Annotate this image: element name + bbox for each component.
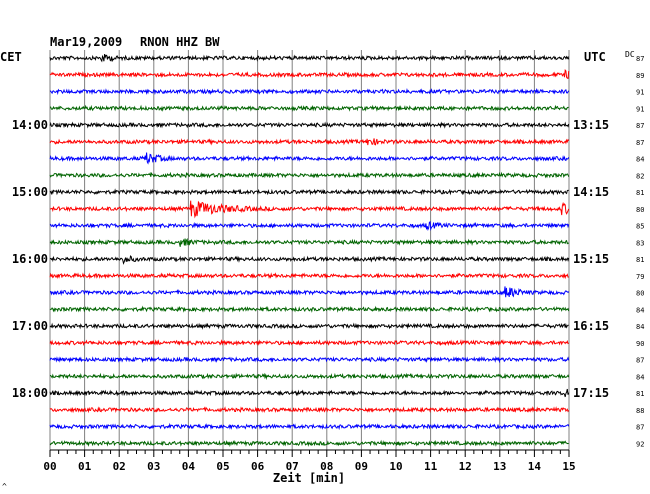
dc-offset-label: 83: [636, 239, 644, 247]
right-hour-label: 16:15: [573, 319, 609, 333]
dc-offset-label: 92: [636, 440, 644, 448]
x-tick-label: 00: [43, 460, 56, 473]
dc-offset-label: 81: [636, 256, 644, 264]
right-hour-label: 13:15: [573, 118, 609, 132]
seismic-trace: [49, 200, 570, 219]
seismic-trace: [49, 422, 570, 431]
x-tick-label: 12: [459, 460, 472, 473]
seismic-trace: [49, 188, 569, 196]
dc-offset-label: 91: [636, 105, 644, 113]
seismic-trace: [49, 272, 569, 280]
right-hour-label: 14:15: [573, 185, 609, 199]
right-hour-label: 17:15: [573, 386, 609, 400]
seismic-trace: [49, 53, 570, 63]
seismic-trace: [49, 305, 570, 313]
seismic-trace: [49, 388, 570, 398]
seismic-trace: [49, 322, 569, 330]
dc-offset-label: 81: [636, 390, 644, 398]
dc-header-label: DC: [625, 50, 635, 59]
seismic-trace: [49, 121, 570, 129]
seismic-trace: [49, 339, 569, 347]
dc-offset-label: 82: [636, 172, 644, 180]
right-hour-label: 15:15: [573, 252, 609, 266]
left-hour-label: 16:00: [12, 252, 48, 266]
seismic-trace: [49, 355, 570, 364]
left-hour-label: 14:00: [12, 118, 48, 132]
seismic-trace: [49, 104, 569, 112]
dc-offset-label: 84: [636, 323, 644, 331]
seismic-trace: [49, 238, 569, 247]
seismic-trace: [49, 406, 570, 414]
x-tick-label: 03: [147, 460, 160, 473]
seismic-trace: [49, 221, 570, 232]
x-tick-label: 07: [286, 460, 299, 473]
dc-offset-label: 87: [636, 357, 644, 365]
seismic-trace: [49, 171, 570, 179]
left-hour-label: 15:00: [12, 185, 48, 199]
dc-offset-label: 80: [636, 206, 644, 214]
dc-offset-label: 90: [636, 340, 644, 348]
seismic-trace: [49, 286, 570, 298]
dc-offset-label: 88: [636, 407, 644, 415]
dc-offset-label: 84: [636, 306, 644, 314]
x-tick-label: 02: [113, 460, 126, 473]
seismic-trace: [49, 439, 569, 448]
dc-offset-label: 87: [636, 55, 644, 63]
x-tick-label: 01: [78, 460, 92, 473]
dc-offset-label: 80: [636, 290, 644, 298]
dc-offset-label: 87: [636, 424, 644, 432]
seismic-trace: [49, 152, 570, 165]
dc-offset-label: 89: [636, 72, 644, 80]
dc-offset-label: 84: [636, 373, 644, 381]
x-axis-title: Zeit [min]: [273, 471, 345, 485]
grid: [49, 50, 570, 457]
x-tick-label: 14: [528, 460, 542, 473]
dc-offset-label: 87: [636, 139, 644, 147]
dc-offset-label: 85: [636, 223, 644, 231]
dc-offset-label: 91: [636, 89, 644, 97]
x-tick-label: 05: [216, 460, 229, 473]
left-hour-label: 17:00: [12, 319, 48, 333]
seismic-trace: [49, 372, 570, 381]
chart-station: RNON HHZ BW: [140, 35, 220, 49]
seismic-trace: [49, 68, 570, 79]
axis-labels: 00 01 02 03 04 05 06 07 08 09 10 11 12 13 14 15 14:00 15:…: [12, 55, 645, 473]
dc-offset-label: 84: [636, 156, 644, 164]
seismic-trace: [49, 255, 570, 265]
x-tick-label: 04: [182, 460, 196, 473]
dc-offset-label: 87: [636, 122, 644, 130]
dc-offset-label: 81: [636, 189, 644, 197]
x-tick-label: 09: [355, 460, 368, 473]
seismic-trace: [49, 138, 570, 146]
dc-offset-label: 79: [636, 273, 644, 281]
x-tick-label: 10: [389, 460, 402, 473]
traces: [49, 53, 570, 448]
left-timezone-label: CET: [0, 50, 22, 64]
x-tick-label: 06: [251, 460, 265, 473]
left-hour-label: 18:00: [12, 386, 48, 400]
chart-date: Mar19,2009: [50, 35, 122, 49]
x-tick-label: 08: [320, 460, 333, 473]
x-tick-label: 11: [424, 460, 438, 473]
x-tick-label: 13: [493, 460, 506, 473]
seismic-trace: [49, 87, 570, 96]
x-tick-label: 15: [562, 460, 575, 473]
right-timezone-label: UTC: [584, 50, 606, 64]
corner-mark: ^: [2, 482, 7, 491]
